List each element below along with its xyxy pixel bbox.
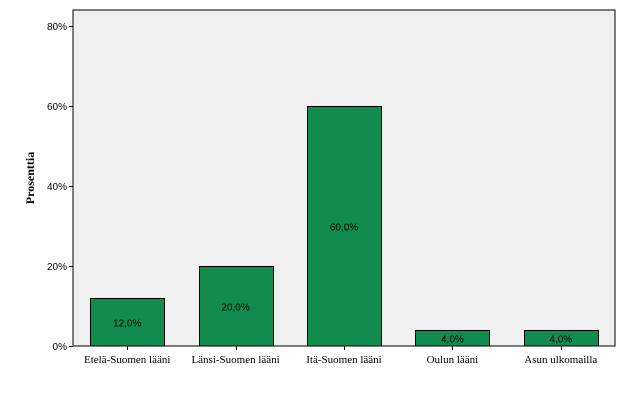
- x-tick-label: Länsi-Suomen lääni: [191, 354, 279, 366]
- y-tick-label: 60%: [47, 102, 67, 113]
- y-tick-label: 40%: [47, 182, 67, 193]
- y-axis-title: Prosenttia: [23, 152, 37, 204]
- bar-data-label: 60,0%: [330, 222, 358, 233]
- x-axis: Etelä-Suomen lääni Länsi-Suomen lääni Itä-…: [84, 346, 597, 366]
- x-tick-label: Asun ulkomailla: [524, 354, 597, 366]
- bar: [199, 266, 274, 347]
- y-axis: 0% 20% 40% 60% 80%: [47, 22, 73, 353]
- y-tick-label: 0%: [53, 342, 68, 353]
- bar-data-label: 12,0%: [113, 318, 141, 329]
- x-tick-label: Itä-Suomen lääni: [306, 354, 381, 366]
- y-tick-label: 20%: [47, 262, 67, 273]
- x-tick-label: Etelä-Suomen lääni: [84, 354, 170, 366]
- bar-data-label: 20,0%: [221, 302, 249, 313]
- y-tick-label: 80%: [47, 22, 67, 33]
- bar-data-label: 4,0%: [441, 334, 464, 345]
- bar-data-label: 4,0%: [549, 334, 572, 345]
- x-tick-label: Oulun lääni: [427, 354, 479, 366]
